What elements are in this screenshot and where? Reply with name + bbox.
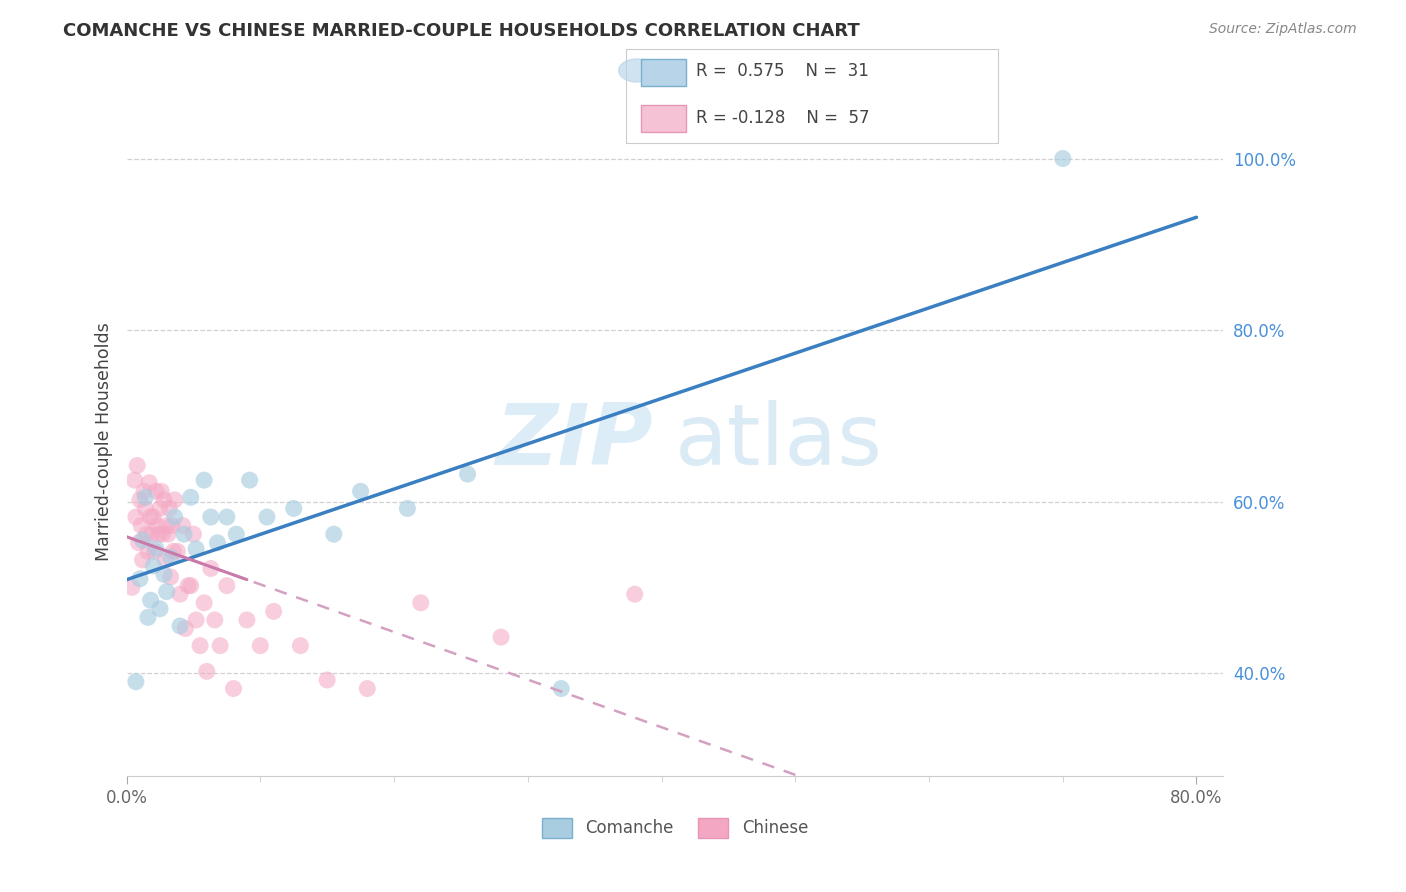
Point xyxy=(396,501,419,516)
Point xyxy=(200,561,222,575)
Point xyxy=(180,491,202,505)
Point xyxy=(153,567,176,582)
Point xyxy=(457,467,479,482)
Text: R =  0.575    N =  31: R = 0.575 N = 31 xyxy=(696,62,869,80)
Point xyxy=(215,510,238,524)
Point xyxy=(290,639,312,653)
Point xyxy=(145,541,167,556)
Point xyxy=(236,613,259,627)
Point xyxy=(152,527,174,541)
Point xyxy=(145,484,167,499)
Point xyxy=(125,510,148,524)
Point xyxy=(180,579,202,593)
Point xyxy=(128,535,150,549)
Point xyxy=(183,527,205,541)
Point xyxy=(169,619,191,633)
Point xyxy=(162,544,184,558)
Point xyxy=(146,518,169,533)
Point xyxy=(222,681,245,696)
Point xyxy=(135,527,157,541)
Point xyxy=(142,510,165,524)
Point xyxy=(163,510,186,524)
Point xyxy=(156,518,179,533)
Point xyxy=(131,553,153,567)
Point xyxy=(283,501,305,516)
Point xyxy=(204,613,226,627)
Point xyxy=(136,544,159,558)
Point xyxy=(160,518,183,533)
Point xyxy=(1052,152,1074,166)
Point xyxy=(184,541,207,556)
Point xyxy=(409,596,432,610)
Point xyxy=(155,553,177,567)
Point xyxy=(121,580,143,594)
Point xyxy=(249,639,271,653)
Point xyxy=(177,579,200,593)
Point xyxy=(356,681,378,696)
Text: R = -0.128    N =  57: R = -0.128 N = 57 xyxy=(696,109,869,127)
Point xyxy=(125,674,148,689)
Point xyxy=(129,572,152,586)
Point xyxy=(148,527,170,541)
Point xyxy=(550,681,572,696)
Point xyxy=(215,579,238,593)
Point xyxy=(136,610,159,624)
Point xyxy=(195,665,218,679)
Point xyxy=(172,518,194,533)
Point xyxy=(225,527,247,541)
Point xyxy=(188,639,211,653)
Point xyxy=(129,518,152,533)
Point xyxy=(157,501,180,516)
Point xyxy=(209,639,232,653)
Point xyxy=(207,535,229,549)
Point xyxy=(127,458,149,473)
Text: Source: ZipAtlas.com: Source: ZipAtlas.com xyxy=(1209,22,1357,37)
Point xyxy=(193,473,215,487)
Point xyxy=(150,484,173,499)
Point xyxy=(489,630,512,644)
Point xyxy=(173,527,195,541)
Point xyxy=(142,558,165,573)
Point xyxy=(129,492,152,507)
Point xyxy=(174,622,197,636)
Point xyxy=(156,584,179,599)
Point xyxy=(141,527,163,541)
Point xyxy=(200,510,222,524)
Point xyxy=(159,550,181,565)
Text: atlas: atlas xyxy=(675,400,883,483)
Legend: Comanche, Chinese: Comanche, Chinese xyxy=(536,811,814,845)
Point xyxy=(134,501,156,516)
Point xyxy=(169,587,191,601)
Point xyxy=(256,510,278,524)
Text: ZIP: ZIP xyxy=(495,400,652,483)
Point xyxy=(124,473,146,487)
Point xyxy=(263,604,285,618)
Point xyxy=(156,527,179,541)
Point xyxy=(316,673,339,687)
Point xyxy=(623,587,645,601)
Point xyxy=(132,484,155,499)
Point xyxy=(239,473,262,487)
Point xyxy=(153,492,176,507)
Point xyxy=(139,593,162,607)
Point xyxy=(193,596,215,610)
Point xyxy=(159,570,181,584)
Point xyxy=(149,602,172,616)
Point xyxy=(139,510,162,524)
Point xyxy=(143,544,166,558)
Point xyxy=(134,491,156,505)
Point xyxy=(322,527,344,541)
Point xyxy=(131,533,153,548)
Point xyxy=(166,544,188,558)
Text: COMANCHE VS CHINESE MARRIED-COUPLE HOUSEHOLDS CORRELATION CHART: COMANCHE VS CHINESE MARRIED-COUPLE HOUSE… xyxy=(63,22,860,40)
Point xyxy=(184,613,207,627)
Point xyxy=(149,501,172,516)
Point xyxy=(163,492,186,507)
Point xyxy=(349,484,371,499)
Y-axis label: Married-couple Households: Married-couple Households xyxy=(94,322,112,561)
Point xyxy=(138,475,160,490)
